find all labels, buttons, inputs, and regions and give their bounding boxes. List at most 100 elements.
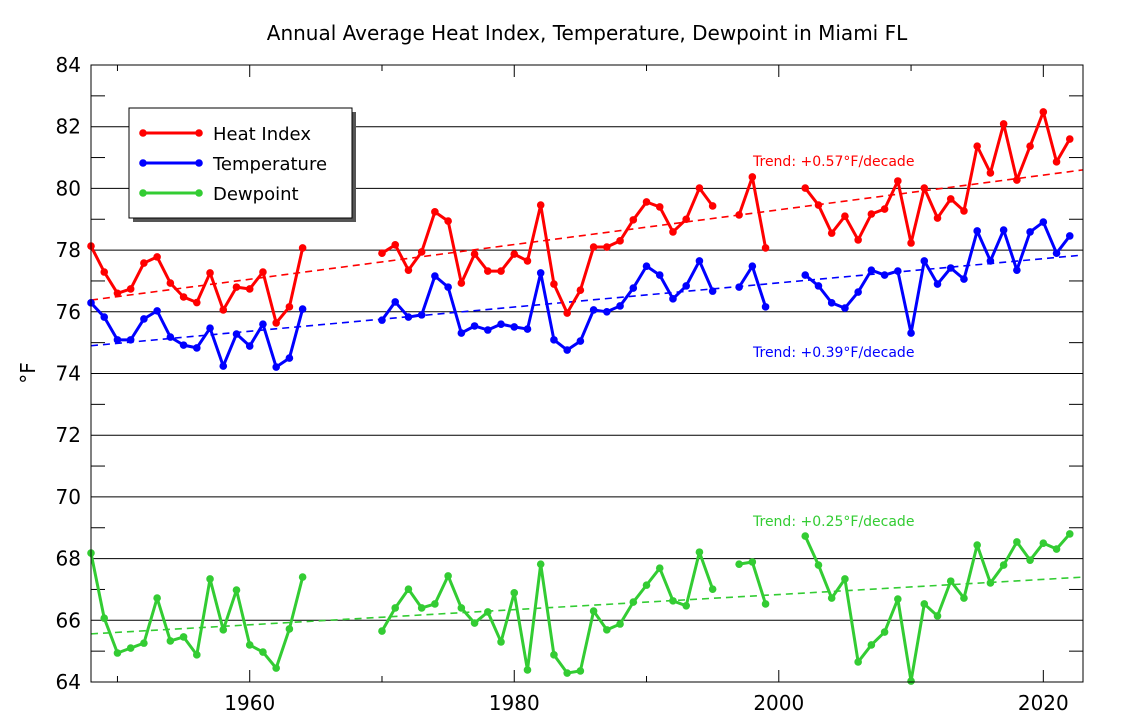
data-point (907, 677, 915, 685)
data-point (669, 228, 677, 236)
data-point (206, 575, 214, 583)
data-point (735, 211, 743, 219)
series-line (804, 110, 1072, 245)
data-point (259, 268, 267, 276)
data-point (854, 658, 862, 666)
data-point (708, 585, 717, 593)
data-point (655, 271, 664, 279)
data-point (1013, 266, 1021, 274)
data-point (245, 342, 254, 350)
data-point (484, 267, 492, 275)
data-point (444, 217, 452, 225)
data-point (470, 322, 479, 330)
data-point (431, 600, 439, 608)
data-point (946, 577, 955, 585)
data-point (391, 298, 400, 306)
series-line (738, 560, 767, 605)
data-point (616, 237, 624, 245)
data-point (285, 354, 294, 362)
data-point (748, 173, 757, 181)
data-point (550, 280, 558, 288)
data-point (536, 269, 545, 277)
x-tick-label: 2000 (753, 691, 804, 715)
legend-marker (139, 129, 147, 137)
legend-marker (195, 129, 203, 137)
data-point (682, 215, 690, 224)
axis-ticks: 64 66 68 70 72 74 76 78 80 82 84 1960 1980 2000 2020 (56, 53, 1083, 715)
data-point (272, 363, 280, 371)
data-point (1026, 142, 1034, 150)
data-point (1026, 556, 1034, 564)
x-tick-label: 1980 (489, 691, 540, 715)
data-point (1065, 232, 1074, 240)
data-point (735, 560, 743, 568)
data-point (113, 336, 122, 344)
data-point (272, 664, 280, 672)
data-point (1065, 135, 1074, 143)
data-point (682, 282, 690, 290)
y-tick-label: 74 (56, 362, 81, 386)
legend-marker (195, 159, 203, 167)
data-point (404, 585, 413, 593)
y-axis-label: °F (16, 362, 40, 384)
legend-label: Temperature (212, 154, 327, 175)
data-point (827, 594, 836, 602)
data-point (669, 597, 677, 605)
data-point (378, 627, 386, 635)
data-point (642, 262, 651, 270)
series-line (89, 301, 305, 369)
data-point (113, 289, 122, 298)
data-point (814, 561, 823, 569)
data-point (801, 184, 810, 192)
data-point (907, 239, 915, 247)
data-point (880, 628, 889, 636)
data-point (629, 284, 638, 292)
data-point (669, 295, 677, 303)
data-point (1052, 249, 1061, 257)
data-point (748, 262, 757, 270)
data-point (510, 250, 519, 258)
data-point (126, 285, 135, 293)
legend-label: Heat Index (213, 124, 311, 145)
data-point (603, 308, 611, 316)
data-point (999, 226, 1008, 234)
data-point (100, 614, 109, 622)
data-point (801, 271, 810, 279)
data-point (417, 604, 426, 612)
data-point (272, 319, 280, 327)
data-point (827, 299, 836, 307)
x-tick-label: 1960 (224, 691, 275, 715)
data-point (404, 313, 413, 321)
data-point (854, 236, 862, 244)
data-point (179, 341, 188, 349)
data-point (523, 325, 532, 333)
data-point (999, 561, 1008, 569)
data-point (497, 638, 505, 646)
data-point (285, 625, 294, 633)
data-point (841, 575, 849, 583)
data-point (444, 572, 452, 580)
data-point (854, 288, 862, 296)
data-point (867, 266, 876, 274)
data-point (920, 257, 929, 265)
data-point (576, 337, 585, 345)
data-point (761, 303, 770, 311)
data-point (946, 195, 955, 203)
trend-line (90, 576, 1084, 635)
data-point (603, 243, 611, 251)
y-tick-label: 76 (56, 300, 81, 324)
legend: Heat Index Temperature Dewpoint (128, 107, 356, 222)
data-point (894, 595, 902, 603)
data-point (920, 184, 929, 192)
legend-label: Dewpoint (213, 184, 299, 205)
data-point (417, 311, 426, 319)
data-point (245, 641, 254, 649)
data-point (219, 362, 228, 370)
data-point (576, 667, 585, 675)
data-point (457, 329, 466, 337)
trend-label: Trend: +0.57°F/decade (752, 154, 914, 170)
data-point (232, 330, 241, 338)
data-point (642, 581, 651, 589)
trend-label: Trend: +0.25°F/decade (752, 514, 914, 530)
